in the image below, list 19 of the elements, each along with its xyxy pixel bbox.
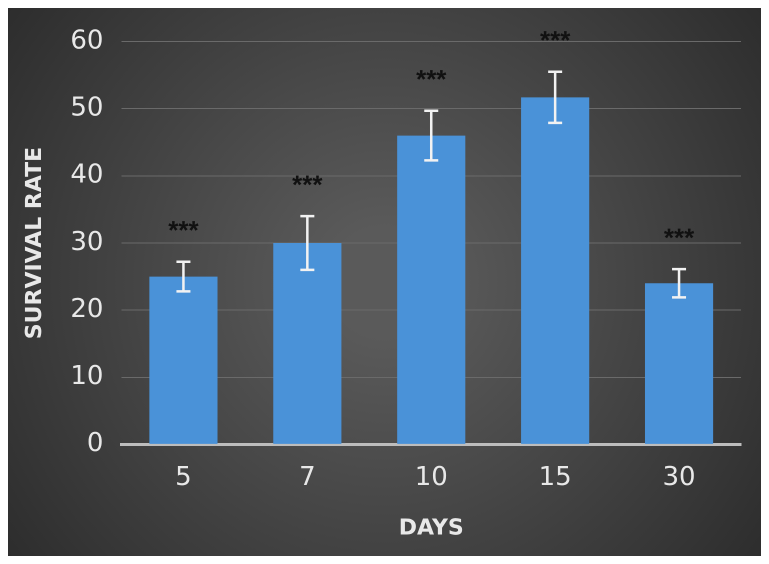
x-tick-label: 10 — [414, 462, 448, 492]
y-tick-label: 0 — [86, 428, 104, 458]
y-tick-label: 60 — [70, 25, 104, 56]
y-tick-label: 10 — [70, 361, 104, 392]
y-tick-label: 50 — [70, 92, 104, 122]
x-tick-label: 15 — [538, 462, 572, 492]
y-axis-title: SURVIVAL RATE — [22, 146, 47, 340]
y-tick-label: 20 — [70, 294, 104, 324]
annotation: *** — [416, 64, 448, 94]
annotation: *** — [168, 214, 200, 245]
x-tick-label: 7 — [299, 462, 316, 492]
x-tick-label: 30 — [662, 462, 696, 492]
y-tick-label: 40 — [70, 160, 104, 190]
annotation: *** — [664, 222, 696, 252]
annotation: *** — [540, 24, 572, 55]
y-tick-label: 30 — [70, 226, 104, 257]
x-tick-label: 5 — [175, 462, 192, 492]
annotation: *** — [292, 169, 324, 200]
x-axis-title: DAYS — [398, 516, 464, 541]
